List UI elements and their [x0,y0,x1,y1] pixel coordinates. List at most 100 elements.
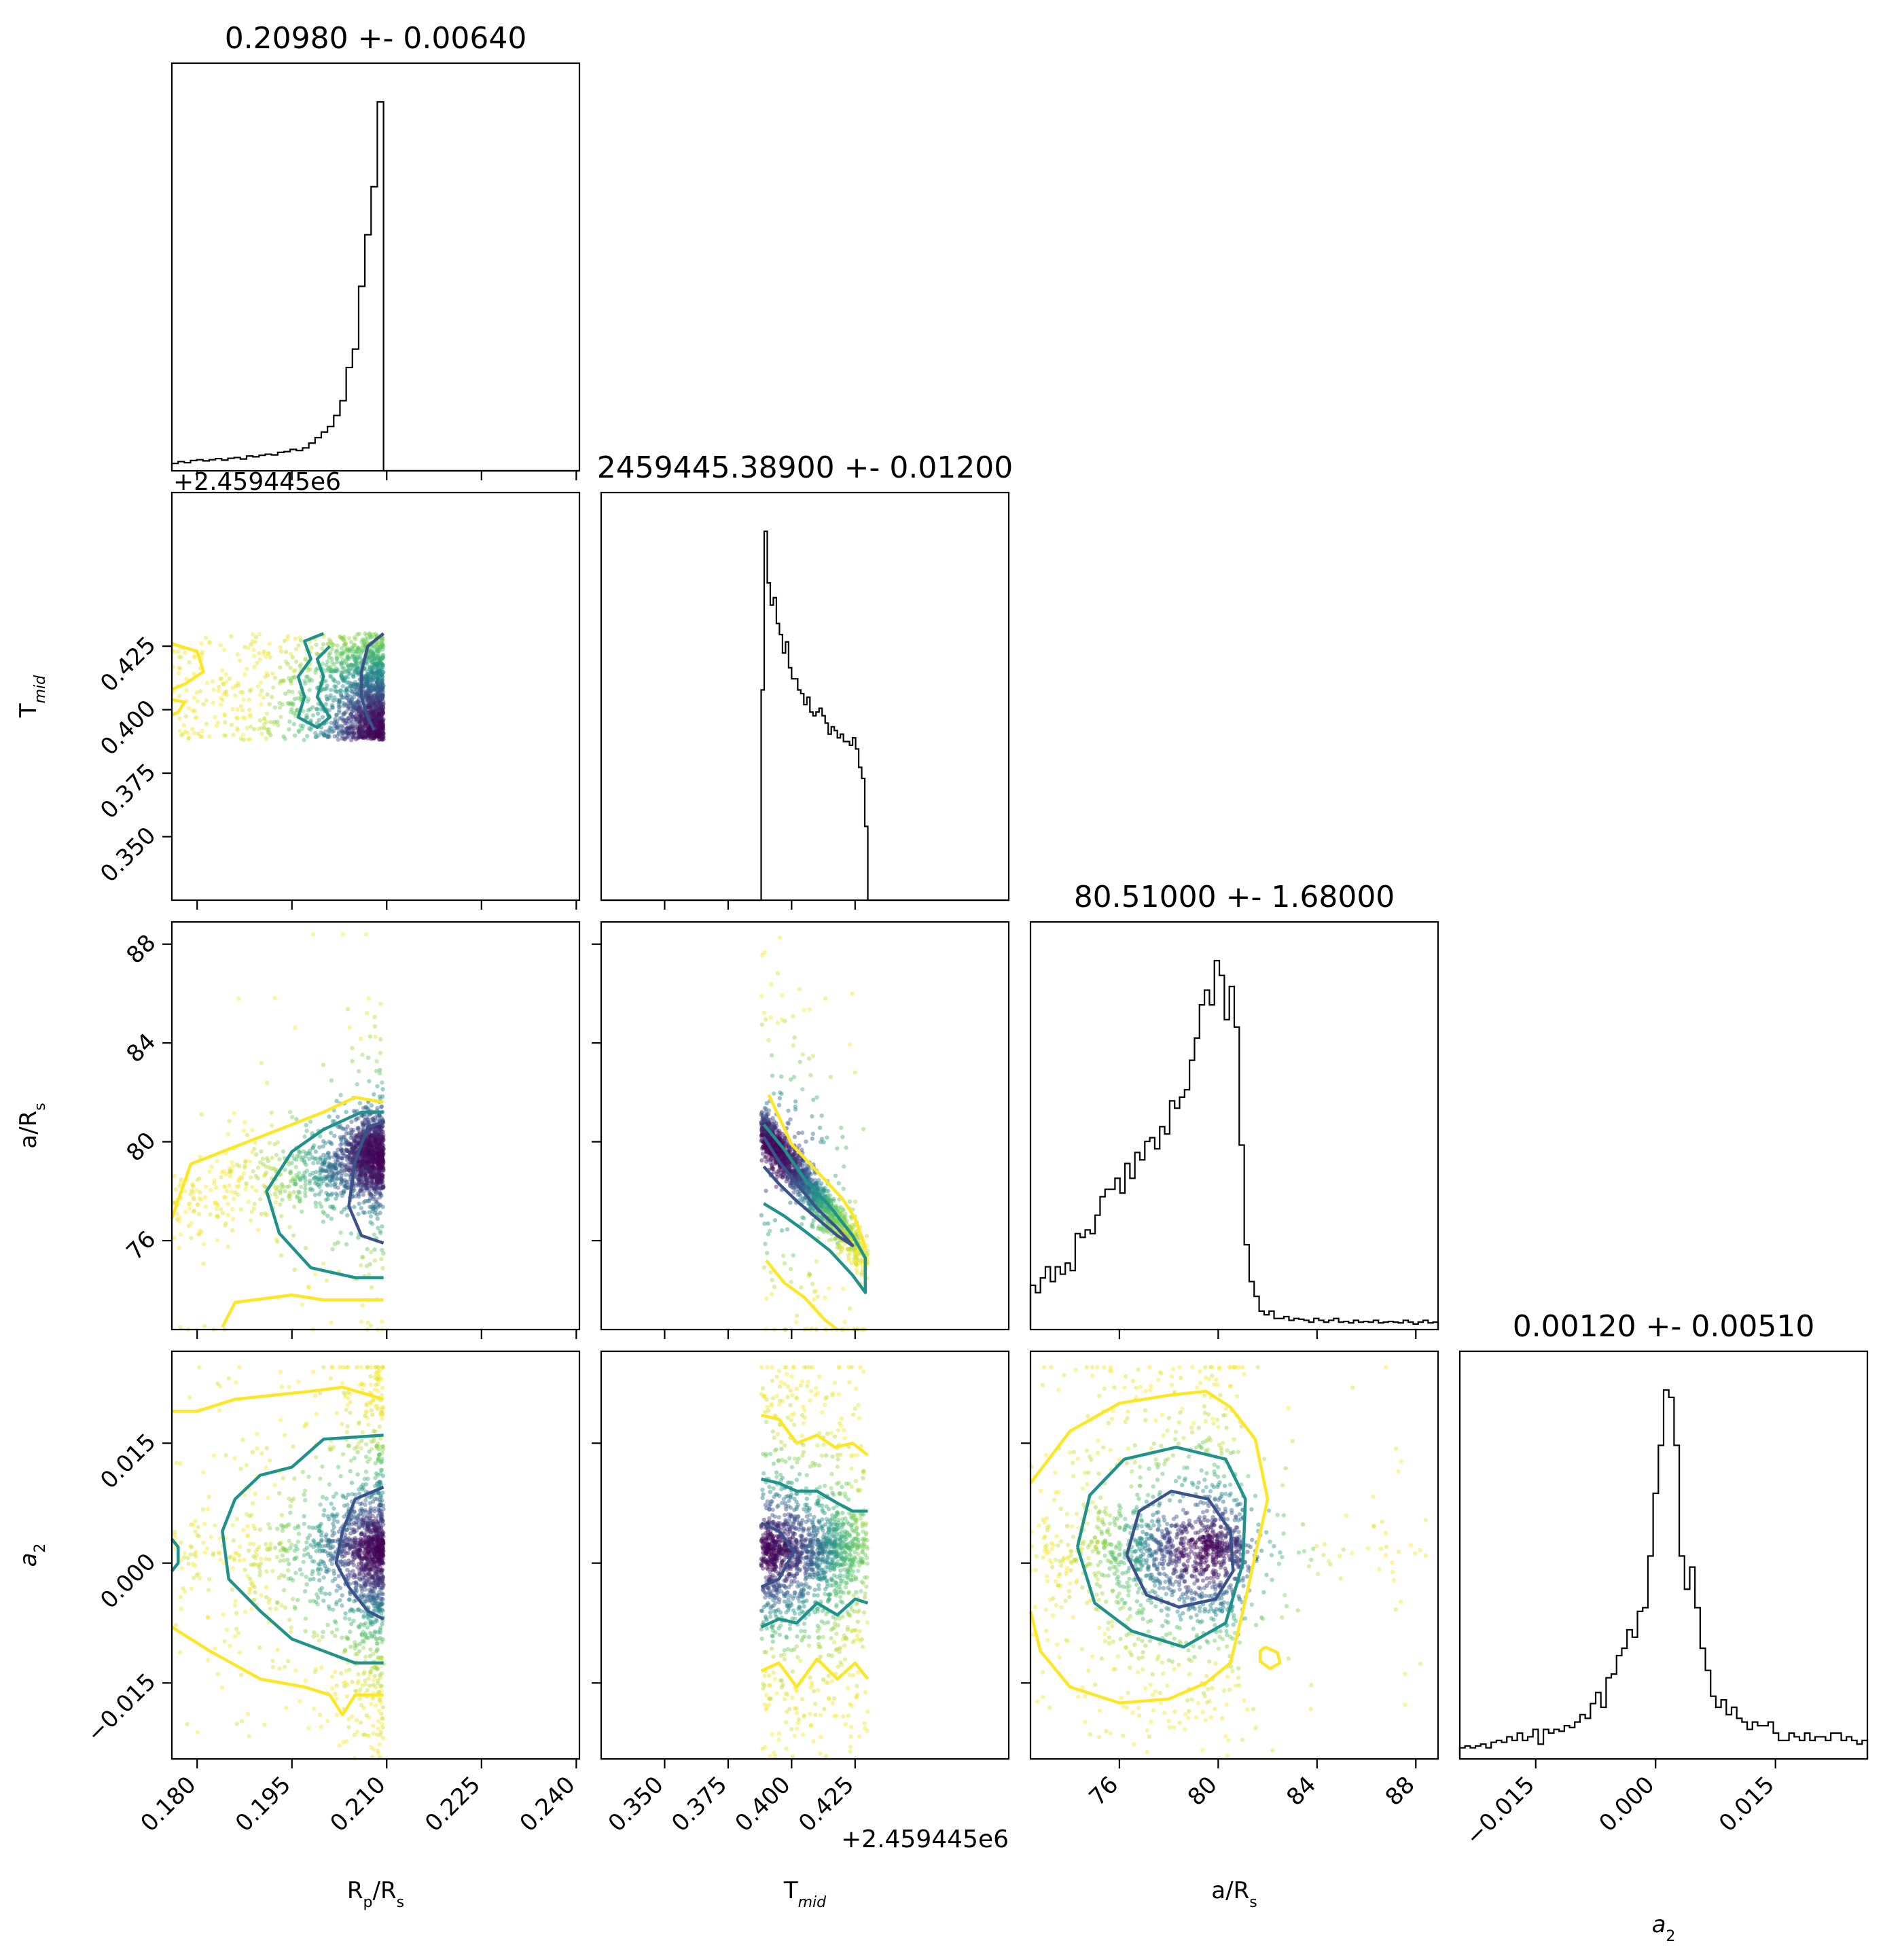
scatter-point [375,699,380,705]
scatter-point [327,651,333,656]
scatter-point [342,635,346,639]
scatter-point [338,704,342,709]
scatter-point [364,727,370,732]
scatter-point [177,728,182,734]
scatter-point [270,1156,274,1160]
scatter-point [357,649,361,654]
scatter-point [285,634,291,639]
scatter-point [347,707,353,711]
scatter-point [196,731,201,736]
scatter-point [359,733,364,738]
scatter-point [310,1171,315,1176]
scatter-point [375,717,380,723]
scatter-point [223,672,228,677]
scatter-point [344,734,348,740]
scatter-point [370,658,375,663]
scatter-point [321,1219,325,1224]
scatter-point [367,734,373,739]
scatter-point [380,677,385,682]
scatter-point [251,632,255,637]
scatter-point [381,731,386,736]
scatter-point [375,1216,380,1222]
scatter-point [317,717,321,723]
scatter-point [367,633,373,638]
scatter-point [346,648,351,653]
scatter-point [339,724,344,728]
scatter-point [369,732,374,736]
scatter-point [367,703,372,708]
scatter-point [338,634,342,639]
scatter-point [335,643,340,648]
scatter-point [373,730,378,734]
scatter-point [230,1190,234,1194]
scatter-point [341,1151,346,1156]
scatter-point [374,717,380,722]
scatter-point [187,1202,192,1207]
scatter-point [277,705,283,710]
scatter-point [368,1323,374,1328]
scatter-point [338,1143,343,1147]
scatter-point [327,725,332,730]
scatter-point [262,721,267,727]
scatter-point [376,1143,380,1148]
scatter-point [336,680,341,685]
scatter-point [378,719,383,725]
scatter-point [853,1199,858,1205]
scatter-point [363,1198,367,1204]
scatter-point [319,1189,323,1194]
scatter-point [261,652,266,656]
scatter-point [363,694,368,699]
scatter-point [352,682,357,687]
scatter-point [380,643,385,647]
scatter-point [283,1167,287,1173]
scatter-point [346,731,351,736]
scatter-point [310,705,315,710]
scatter-point [376,730,381,736]
scatter-point [770,1164,774,1169]
scatter-point [314,1204,319,1209]
scatter-point [378,717,382,721]
scatter-point [370,653,375,658]
scatter-point [802,1008,806,1012]
scatter-point [312,1175,318,1180]
scatter-point [379,694,384,699]
scatter-point [298,635,302,640]
scatter-point [368,700,373,706]
scatter-point [321,1144,325,1149]
scatter-point [324,1175,329,1180]
scatter-point [364,662,370,666]
scatter-point [351,652,355,656]
scatter-point [350,1058,355,1064]
scatter-point [355,660,360,665]
scatter-point [345,1213,350,1218]
scatter-point [814,1288,819,1294]
panel-frame [600,491,1010,902]
scatter-point [272,675,277,680]
scatter-point [366,685,372,691]
scatter-point [356,652,361,656]
scatter-point [353,669,357,675]
scatter-point [283,691,288,696]
scatter-point [355,1126,360,1130]
scatter-point [289,707,294,712]
scatter-point [346,705,351,709]
scatter-point [356,693,361,698]
scatter-point [264,671,269,675]
scatter-point [199,1112,204,1117]
scatter-point [289,681,293,686]
scatter-point [376,699,380,705]
scatter-point [288,709,293,715]
scatter-point [315,651,319,656]
scatter-point [372,662,377,667]
scatter-point [371,1202,376,1208]
scatter-point [347,647,352,652]
scatter-point [766,1037,771,1043]
scatter-point [256,726,262,732]
scatter-point [827,1286,831,1291]
scatter-point [342,712,347,717]
scatter-point [363,642,367,647]
scatter-point [342,669,347,675]
scatter-point [335,1160,340,1164]
scatter-point [259,1211,264,1217]
scatter-point [379,713,384,719]
